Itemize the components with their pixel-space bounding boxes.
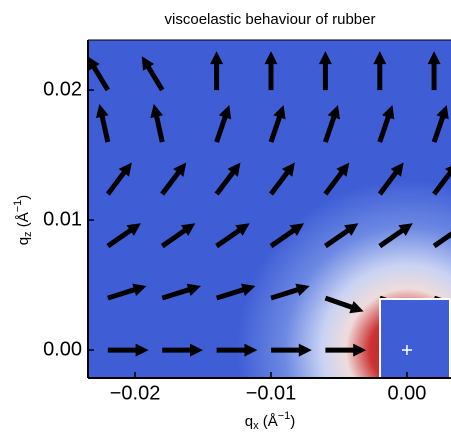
arrow <box>378 223 413 249</box>
inset <box>379 298 451 379</box>
arrow <box>373 51 387 91</box>
arrow <box>161 283 201 301</box>
x-tick-label: −0.02 <box>110 382 161 404</box>
overlay <box>401 345 412 356</box>
x-label-sup: −1 <box>278 410 291 422</box>
arrow <box>271 343 312 357</box>
arrow <box>216 343 258 357</box>
y-tick-label: 0.01 <box>43 208 82 230</box>
arrow <box>324 295 364 314</box>
arrow <box>150 104 165 143</box>
x-tick-label: 0.00 <box>387 382 426 404</box>
x-tick-label: −0.01 <box>246 382 297 404</box>
arrow <box>318 51 332 91</box>
arrow <box>95 104 111 143</box>
x-label-sub: x <box>253 420 259 432</box>
arrow <box>106 223 141 249</box>
y-axis-label: qz (Å−1) <box>12 195 34 246</box>
arrow <box>264 51 278 91</box>
arrow <box>324 223 359 249</box>
arrow <box>431 105 449 143</box>
arrow <box>323 105 340 143</box>
y-tick-label: 0.00 <box>43 338 82 360</box>
arrow <box>377 162 404 196</box>
y-label-symbol: q <box>15 237 32 245</box>
arrow <box>160 223 196 249</box>
arrow <box>432 165 451 196</box>
arrow <box>214 105 232 143</box>
arrow <box>105 162 132 196</box>
x-label-unit: (Å <box>259 413 278 430</box>
arrow <box>323 162 350 196</box>
arrow <box>160 162 187 196</box>
y-tick-label: 0.02 <box>43 78 82 100</box>
y-label-sup: −1 <box>12 200 24 213</box>
y-label-sub: z <box>22 231 34 237</box>
arrow <box>270 283 310 301</box>
arrow <box>141 56 165 92</box>
y-label-close: ) <box>15 195 32 200</box>
x-axis-label: qx (Å−1) <box>245 410 296 432</box>
arrow <box>107 343 149 357</box>
chart-title: viscoelastic behaviour of rubber <box>165 11 376 28</box>
arrow <box>377 105 395 143</box>
x-label-close: ) <box>290 413 295 430</box>
arrow <box>427 51 441 91</box>
x-label-symbol: q <box>245 413 253 430</box>
arrow <box>432 231 451 249</box>
arrow <box>210 51 224 91</box>
arrow <box>107 283 147 301</box>
arrow <box>325 343 367 357</box>
arrow <box>88 56 110 92</box>
y-label-unit: (Å <box>15 212 32 231</box>
arrow <box>214 162 241 196</box>
arrow <box>215 223 250 249</box>
arrow <box>162 343 203 357</box>
arrow <box>268 105 286 143</box>
arrow <box>215 283 256 301</box>
marker <box>401 345 412 356</box>
arrow <box>269 223 304 249</box>
arrow <box>269 162 295 196</box>
